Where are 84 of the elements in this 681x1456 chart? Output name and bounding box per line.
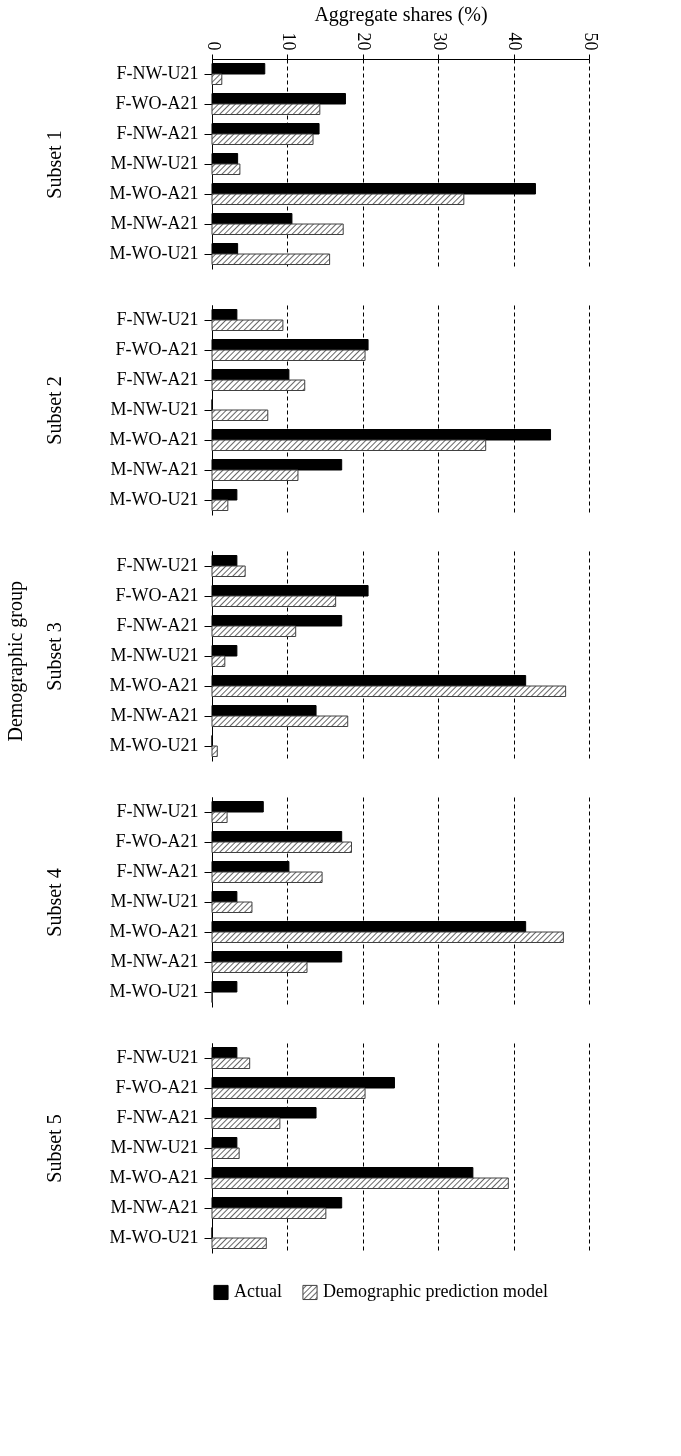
bar [211, 1117, 281, 1129]
bar [211, 625, 297, 637]
x-tick-label: 20 [354, 32, 375, 51]
y-tick-label: F-NW-U21 [116, 801, 199, 821]
y-tick-label: M-WO-A21 [109, 921, 199, 941]
y-tick-label: M-WO-U21 [109, 735, 199, 755]
y-tick-label: F-NW-A21 [116, 369, 199, 389]
y-tick-label: F-NW-U21 [116, 1047, 199, 1067]
x-axis-title: Aggregate shares (%) [314, 2, 488, 26]
y-tick-label: F-WO-A21 [115, 831, 199, 851]
bar [211, 319, 284, 331]
y-tick-label: F-WO-A21 [115, 1077, 199, 1097]
y-tick-label: M-WO-A21 [109, 1167, 199, 1187]
x-tick-label: 0 [203, 41, 224, 51]
bar [211, 73, 223, 85]
bar [211, 439, 487, 451]
bar [211, 103, 321, 115]
y-tick-label: F-NW-U21 [116, 63, 199, 83]
text: Demographic group [4, 580, 28, 742]
bar [211, 349, 366, 361]
y-tick-label: M-NW-A21 [110, 213, 199, 233]
y-tick-label: M-WO-U21 [109, 1227, 199, 1247]
legend-label: Actual [234, 1281, 282, 1302]
bar [211, 841, 352, 853]
bar [211, 469, 299, 481]
bar [211, 163, 241, 175]
bar [211, 655, 226, 667]
y-tick-label: M-NW-A21 [110, 705, 199, 725]
bar [211, 811, 228, 823]
y-tick-label: F-WO-A21 [115, 585, 199, 605]
x-tick-label: 10 [278, 32, 299, 51]
y-axis-title: Subset 5 [42, 1114, 65, 1183]
bar [211, 1237, 267, 1249]
y-tick-label: F-WO-A21 [115, 339, 199, 359]
y-tick-label: M-NW-U21 [110, 1137, 199, 1157]
y-tick-label: M-WO-U21 [109, 243, 199, 263]
bar [211, 253, 331, 265]
bar [211, 409, 269, 421]
bar [211, 715, 349, 727]
bar [211, 1207, 327, 1219]
bar [211, 871, 323, 883]
y-tick-label: M-WO-A21 [109, 183, 199, 203]
y-tick-label: M-NW-U21 [110, 891, 199, 911]
y-tick-label: M-NW-A21 [110, 1197, 199, 1217]
y-tick-label: F-NW-A21 [116, 123, 199, 143]
x-tick-label: 40 [505, 32, 526, 51]
bar [211, 595, 337, 607]
y-tick-label: F-NW-A21 [116, 615, 199, 635]
bar [211, 1147, 240, 1159]
bar [211, 1087, 366, 1099]
y-axis-title: Subset 4 [42, 868, 65, 937]
y-tick-label: F-NW-U21 [116, 309, 199, 329]
y-tick-label: M-NW-U21 [110, 153, 199, 173]
bar [211, 1057, 251, 1069]
y-tick-label: M-NW-A21 [110, 459, 199, 479]
y-tick-label: F-WO-A21 [115, 93, 199, 113]
y-axis-title: Subset 1 [42, 130, 65, 199]
y-tick-label: M-WO-A21 [109, 675, 199, 695]
y-tick-label: F-NW-U21 [116, 555, 199, 575]
bar [211, 379, 306, 391]
y-tick-label: M-NW-U21 [110, 399, 199, 419]
bar [211, 745, 218, 757]
y-axis-title: Subset 3 [42, 622, 65, 691]
y-tick-label: M-NW-A21 [110, 951, 199, 971]
y-axis-title: Subset 2 [42, 376, 65, 445]
bar [211, 193, 465, 205]
y-tick-label: M-NW-U21 [110, 645, 199, 665]
bar [211, 499, 229, 511]
y-tick-label: M-WO-U21 [109, 489, 199, 509]
legend-label: Demographic prediction model [323, 1281, 548, 1302]
y-tick-label: M-WO-U21 [109, 981, 199, 1001]
x-tick-label: 50 [580, 32, 601, 51]
bar [211, 223, 344, 235]
bar [211, 133, 314, 145]
bar [211, 685, 567, 697]
bar [211, 565, 246, 577]
bar [211, 931, 564, 943]
bar [211, 961, 308, 973]
y-tick-label: F-NW-A21 [116, 1107, 199, 1127]
bar [211, 1177, 509, 1189]
x-tick-label: 30 [429, 32, 450, 51]
y-tick-label: F-NW-A21 [116, 861, 199, 881]
y-tick-label: M-WO-A21 [109, 429, 199, 449]
bar [211, 901, 253, 913]
